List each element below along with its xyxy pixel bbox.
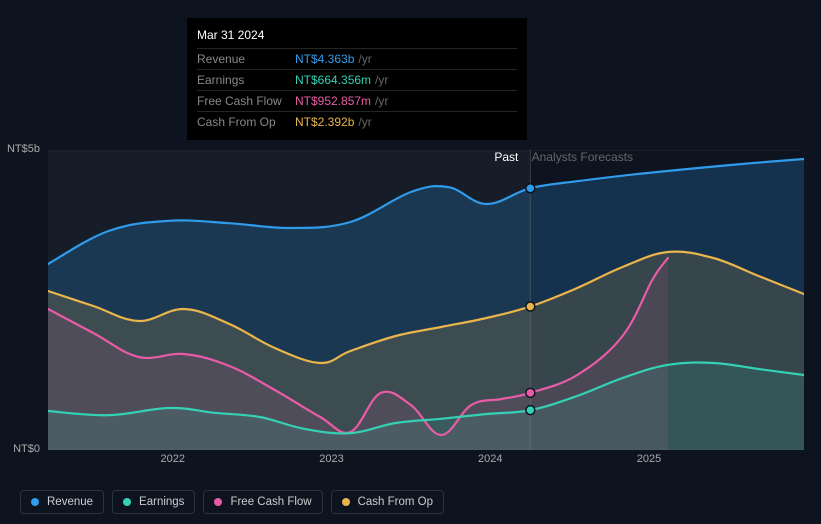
forecast-label: Analysts Forecasts (532, 150, 633, 164)
legend-label: Free Cash Flow (230, 496, 311, 508)
tooltip-metric-unit: /yr (358, 52, 371, 66)
tooltip-metric-unit: /yr (375, 73, 388, 87)
x-axis-tick: 2023 (319, 453, 343, 465)
legend-label: Earnings (139, 496, 184, 508)
y-axis-tick: NT$5b (0, 143, 40, 155)
legend-item-earnings[interactable]: Earnings (112, 490, 195, 514)
legend-label: Revenue (47, 496, 93, 508)
tooltip-row: RevenueNT$4.363b/yr (197, 48, 517, 69)
legend-dot-icon (214, 498, 222, 506)
tooltip-metric-label: Free Cash Flow (197, 94, 295, 108)
x-axis-tick: 2024 (478, 453, 502, 465)
tooltip-rows: RevenueNT$4.363b/yrEarningsNT$664.356m/y… (197, 48, 517, 132)
x-axis-tick: 2025 (637, 453, 661, 465)
tooltip-metric-unit: /yr (358, 115, 371, 129)
legend-label: Cash From Op (358, 496, 433, 508)
tooltip-metric-unit: /yr (375, 94, 388, 108)
tooltip-metric-label: Revenue (197, 52, 295, 66)
tooltip-row: EarningsNT$664.356m/yr (197, 69, 517, 90)
tooltip-metric-value: NT$952.857m (295, 94, 371, 108)
tooltip-metric-value: NT$664.356m (295, 73, 371, 87)
chart-plot-area (48, 150, 804, 450)
x-axis-tick: 2022 (160, 453, 184, 465)
legend-item-cash-from-op[interactable]: Cash From Op (331, 490, 444, 514)
legend-dot-icon (123, 498, 131, 506)
tooltip-date: Mar 31 2024 (197, 24, 517, 48)
section-labels: Past Analysts Forecasts (494, 150, 633, 164)
tooltip-row: Cash From OpNT$2.392b/yr (197, 111, 517, 132)
tooltip-metric-value: NT$2.392b (295, 115, 354, 129)
legend-dot-icon (342, 498, 350, 506)
chart-legend: Revenue Earnings Free Cash Flow Cash From O… (20, 490, 444, 514)
legend-item-revenue[interactable]: Revenue (20, 490, 104, 514)
past-label: Past (494, 150, 518, 164)
tooltip-metric-label: Earnings (197, 73, 295, 87)
legend-item-free-cash-flow[interactable]: Free Cash Flow (203, 490, 322, 514)
y-axis-tick: NT$0 (0, 443, 40, 455)
financials-chart[interactable]: NT$5bNT$0 2022202320242025 (18, 125, 804, 485)
tooltip-metric-label: Cash From Op (197, 115, 295, 129)
tooltip-metric-value: NT$4.363b (295, 52, 354, 66)
legend-dot-icon (31, 498, 39, 506)
tooltip-row: Free Cash FlowNT$952.857m/yr (197, 90, 517, 111)
chart-tooltip: Mar 31 2024 RevenueNT$4.363b/yrEarningsN… (187, 18, 527, 140)
